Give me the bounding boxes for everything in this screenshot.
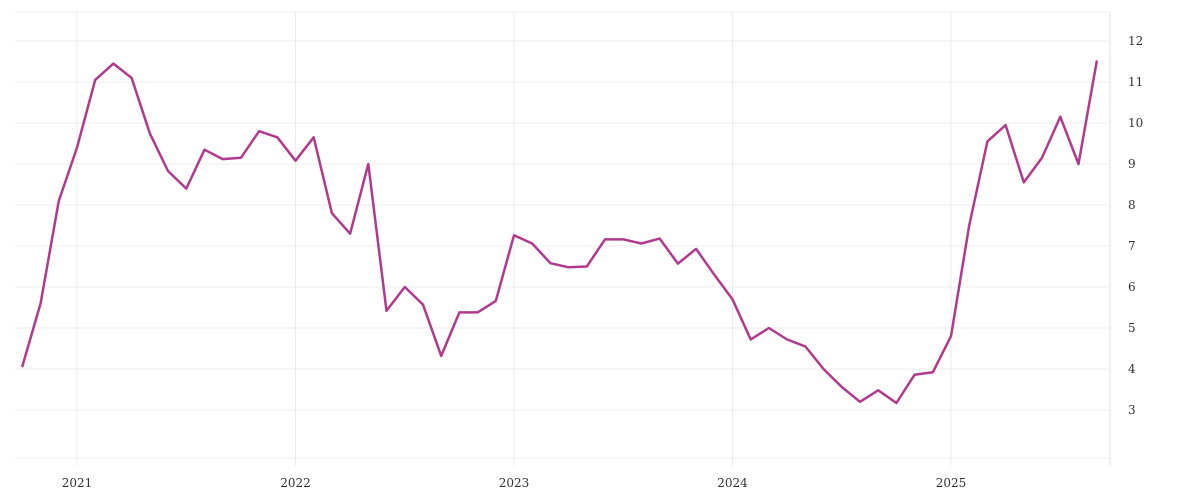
y-tick-label: 11: [1128, 75, 1143, 89]
y-tick-label: 12: [1128, 34, 1143, 48]
y-tick-label: 9: [1128, 157, 1136, 171]
x-tick-label: 2023: [499, 476, 530, 490]
y-tick-label: 3: [1128, 403, 1136, 417]
y-tick-label: 6: [1128, 280, 1136, 294]
series-line: [21, 60, 1098, 405]
x-tick-label: 2021: [62, 476, 93, 490]
y-tick-label: 7: [1128, 239, 1136, 253]
y-tick-label: 10: [1128, 116, 1143, 130]
y-tick-label: 8: [1128, 198, 1136, 212]
y-tick-label: 4: [1128, 362, 1136, 376]
x-tick-label: 2025: [936, 476, 967, 490]
x-tick-label: 2024: [717, 476, 748, 490]
y-tick-label: 5: [1128, 321, 1136, 335]
x-tick-label: 2022: [280, 476, 311, 490]
